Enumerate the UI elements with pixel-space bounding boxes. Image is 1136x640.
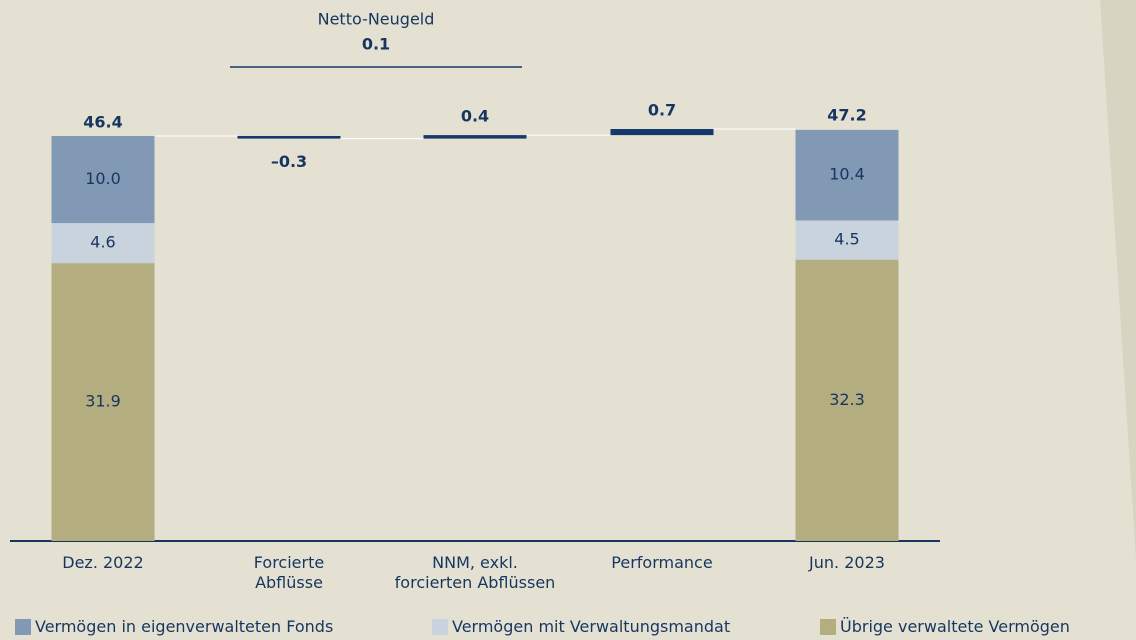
change-label: 0.4 xyxy=(461,107,489,126)
x-tick-label: Dez. 2022 xyxy=(62,553,144,572)
legend-label: Vermögen in eigenverwalteten Fonds xyxy=(35,617,334,636)
legend-swatch xyxy=(432,619,448,635)
x-tick-label: Jun. 2023 xyxy=(809,553,885,572)
annotation-value: 0.1 xyxy=(362,35,390,54)
annotation-text: Netto-Neugeld xyxy=(318,10,435,29)
legend-swatch xyxy=(820,619,836,635)
x-tick-label: Forcierte Abflüsse xyxy=(253,553,325,592)
change-label: 0.7 xyxy=(648,101,676,120)
value-label: 32.3 xyxy=(829,390,865,409)
bar-segment xyxy=(795,129,899,221)
x-tick-label: Performance xyxy=(611,553,713,572)
total-label: 46.4 xyxy=(83,112,122,131)
decoration xyxy=(1100,0,1136,560)
value-label: 10.0 xyxy=(85,169,121,188)
change-label: –0.3 xyxy=(271,152,307,171)
change-bar xyxy=(237,135,341,139)
bar-segment xyxy=(51,263,155,541)
legend-label: Vermögen mit Verwaltungsmandat xyxy=(452,617,731,636)
change-bar xyxy=(610,129,714,136)
x-tick-label: NNM, exkl. forcierten Abflüssen xyxy=(394,553,556,592)
bar-segment xyxy=(51,135,155,224)
legend-swatch xyxy=(15,619,31,635)
value-label: 4.6 xyxy=(90,233,115,252)
value-label: 4.5 xyxy=(834,230,859,249)
value-label: 31.9 xyxy=(85,392,121,411)
bar-segment xyxy=(795,259,899,541)
total-label: 47.2 xyxy=(827,105,866,124)
bar-segment xyxy=(51,223,155,264)
legend-label: Übrige verwaltete Vermögen xyxy=(840,617,1070,636)
value-label: 10.4 xyxy=(829,165,865,184)
bar-segment xyxy=(795,220,899,260)
change-bar xyxy=(423,135,527,139)
